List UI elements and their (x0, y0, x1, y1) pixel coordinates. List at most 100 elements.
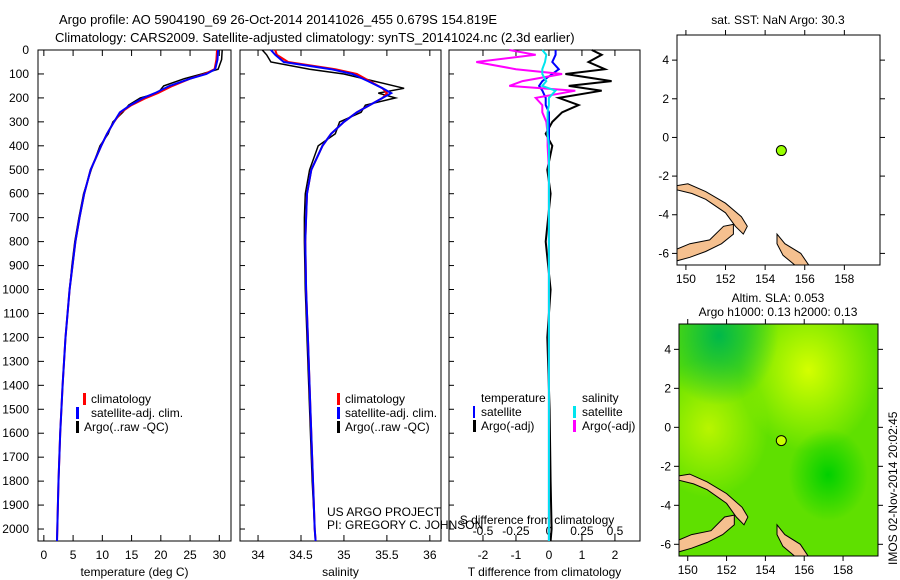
land-polygon (677, 183, 748, 235)
lon-tick-label: 154 (755, 563, 775, 577)
map2-title-2: Argo h1000: 0.13 h2000: 0.13 (699, 305, 858, 319)
y-tick-label: 1000 (2, 283, 29, 297)
legend-heading-temperature: temperature (481, 391, 546, 405)
x2-axis-label: S difference from climatology (460, 513, 615, 527)
x-tick-label: 34 (251, 548, 265, 562)
plot-frame (448, 49, 641, 542)
lon-tick-label: 154 (755, 272, 775, 286)
y-tick-label: 400 (9, 139, 29, 153)
salinity-panel: 34 34.5 35 35.5 36 salinity (239, 49, 442, 579)
land-group (679, 473, 809, 556)
lat-tick-label: -6 (660, 537, 671, 551)
y-tick-label: 1100 (3, 306, 29, 320)
lon-tick-label: 152 (717, 563, 737, 577)
series-climatology (274, 49, 389, 542)
title-line-1: Argo profile: AO 5904190_69 26-Oct-2014 … (59, 12, 497, 27)
plot-frame (239, 49, 442, 542)
x-tick-label: -2 (478, 548, 489, 562)
argo-position-marker (775, 145, 787, 157)
lat-tick-label: 0 (662, 130, 669, 144)
y-tick-label: 300 (9, 115, 29, 129)
legend-swatch-argo (76, 421, 79, 433)
lon-tick-label: 150 (678, 563, 698, 577)
series-salinity-satellite (540, 49, 558, 541)
y-tick-label: 600 (9, 187, 29, 201)
legend-swatch-sal-satellite (573, 406, 576, 418)
map-frame (676, 34, 881, 266)
y-tick-label: 1300 (2, 354, 29, 368)
x-axis-label: T difference from climatology (468, 565, 622, 579)
x-tick-label: 10 (96, 548, 110, 562)
x2-tick-label: -0.25 (502, 524, 530, 538)
legend-swatch-climatology (337, 393, 340, 405)
difference-panel: -2 -1 0 1 2 T difference from climatology -0.5… (448, 49, 641, 579)
legend-label: climatology (91, 392, 151, 406)
series-satellite-adj (56, 49, 220, 542)
lat-tick-label: -6 (658, 246, 669, 260)
x-tick-label: 30 (213, 548, 227, 562)
legend-label: Argo(..raw -QC) (345, 420, 430, 434)
title-line-2: Climatology: CARS2009. Satellite-adjuste… (55, 30, 575, 45)
series-climatology (56, 49, 218, 542)
y-tick-label: 100 (9, 67, 29, 81)
credit-project: US ARGO PROJECT (327, 505, 442, 519)
x-tick-label: 25 (183, 548, 197, 562)
legend-heading-salinity: salinity (582, 391, 619, 405)
lon-tick-label: 156 (794, 563, 814, 577)
x2-tick-label: -0.5 (473, 524, 494, 538)
x-tick-label: -1 (511, 548, 522, 562)
lat-tick-label: 0 (664, 420, 671, 434)
land-polygon (677, 223, 734, 262)
y-tick-label: 1200 (2, 330, 29, 344)
lon-tick-label: 150 (676, 272, 696, 286)
timestamp: IMOS 02-Nov-2014 20:02:45 (886, 411, 900, 565)
y-tick-label: 1800 (2, 474, 29, 488)
x-tick-label: 20 (154, 548, 168, 562)
legend-label: satellite (481, 405, 522, 419)
y-tick-label: 1900 (2, 498, 29, 512)
legend-swatch-sal-argo (573, 420, 576, 432)
y-tick-label: 700 (9, 211, 29, 225)
legend-label: satellite (582, 405, 623, 419)
legend-label: Argo(-adj) (481, 419, 534, 433)
sla-map: 150 152 154 156 158 4 2 0 -2 -4 -6 (660, 319, 883, 577)
y-tick-label: 500 (9, 163, 29, 177)
land-group (677, 183, 810, 265)
lon-tick-label: 158 (834, 272, 854, 286)
map1-title: sat. SST: NaN Argo: 30.3 (711, 13, 845, 27)
x-tick-label: 5 (70, 548, 77, 562)
temperature-legend: climatology satellite-adj. clim. Argo(..… (76, 392, 183, 434)
plot-frame (37, 49, 232, 542)
legend-swatch-temp-satellite (473, 406, 475, 418)
x-tick-label: 35.5 (375, 548, 399, 562)
lat-tick-label: -4 (658, 208, 669, 222)
legend-swatch-satellite (337, 407, 340, 419)
y-tick-label: 1600 (2, 426, 29, 440)
x-tick-label: 36 (423, 548, 437, 562)
lat-tick-label: 2 (664, 381, 671, 395)
y-tick-label: 1500 (2, 402, 29, 416)
x-axis-label: temperature (deg C) (80, 565, 188, 579)
legend-label: Argo(..raw -QC) (84, 420, 169, 434)
x-tick-label: 0 (41, 548, 48, 562)
y-tick-label: 200 (9, 91, 29, 105)
legend-label: satellite-adj. clim. (345, 406, 437, 420)
y-tick-label: 2000 (2, 522, 29, 536)
legend-swatch-argo (337, 421, 340, 433)
legend-swatch-satellite (76, 407, 79, 419)
lat-tick-label: 2 (662, 92, 669, 106)
series-satellite-adj (270, 49, 394, 542)
lat-tick-label: -2 (658, 169, 669, 183)
legend-label: satellite-adj. clim. (91, 406, 183, 420)
sst-map: 150 152 154 156 158 4 2 0 -2 -4 -6 (658, 30, 885, 286)
series-temperature-argo-adj- (544, 49, 612, 542)
y-tick-label: 900 (9, 259, 29, 273)
y-tick-label: 0 (22, 43, 29, 57)
lon-tick-label: 158 (833, 563, 853, 577)
lon-tick-label: 152 (716, 272, 736, 286)
series-Argo (261, 49, 405, 542)
x-axis-label: salinity (322, 565, 359, 579)
y-tick-label: 1400 (2, 378, 29, 392)
x-tick-label: 2 (612, 548, 619, 562)
credit-pi: PI: GREGORY C. JOHNSON (327, 518, 483, 532)
